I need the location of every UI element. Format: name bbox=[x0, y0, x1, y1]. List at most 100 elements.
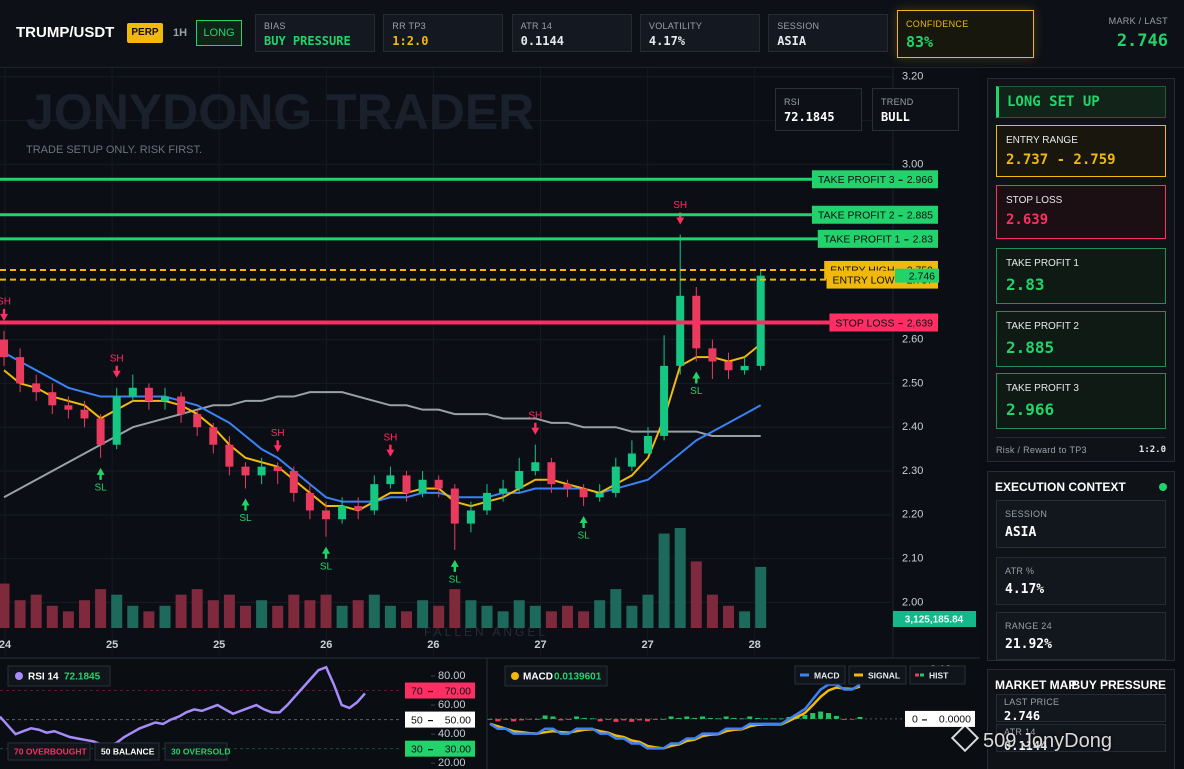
swing-high-label: SH bbox=[271, 428, 285, 439]
rsi-dot bbox=[15, 672, 23, 680]
volume-bar bbox=[304, 600, 316, 628]
swing-low-arrow bbox=[692, 371, 701, 384]
macd-hist-bar bbox=[542, 715, 548, 719]
volume-bar bbox=[256, 600, 268, 628]
macd-hist-bar bbox=[692, 717, 698, 719]
volume-bar bbox=[0, 583, 10, 628]
y-tick-label: 2.30 bbox=[902, 465, 923, 477]
macd-legend-box bbox=[794, 665, 846, 685]
stat-value: BUY PRESSURE bbox=[264, 34, 351, 48]
candle-body bbox=[676, 295, 685, 366]
volume-bar bbox=[674, 528, 686, 628]
swing-high-arrow bbox=[531, 422, 540, 435]
candle-body bbox=[402, 475, 411, 493]
card-value: 2.83 bbox=[1006, 275, 1045, 294]
rsi-level-tag bbox=[405, 682, 475, 699]
level-label: TAKE PROFIT 2 bbox=[818, 210, 895, 222]
watermark-text: 509 JonyDong bbox=[983, 730, 1112, 752]
mark-value: 2.746 bbox=[1116, 31, 1168, 51]
candle-body bbox=[112, 396, 121, 445]
rsi-legend-label: 50 BALANCE bbox=[101, 746, 155, 756]
candle-body bbox=[579, 488, 588, 498]
candle-body bbox=[209, 427, 218, 445]
macd-hist-bar bbox=[597, 718, 603, 722]
candle-body bbox=[515, 471, 524, 489]
market-map-title: MARKET MAP bbox=[995, 678, 1077, 692]
candle-body bbox=[418, 479, 427, 493]
rsi-level-label: 50.00 bbox=[445, 714, 471, 726]
macd-hist-bar bbox=[668, 716, 674, 719]
volume-bar bbox=[401, 611, 412, 628]
market-card: LAST PRICE 2.746 bbox=[996, 694, 1166, 723]
context-label: ATR % bbox=[1005, 566, 1035, 576]
macd-hist-bar bbox=[550, 716, 556, 719]
stat-value: 0.1144 bbox=[520, 34, 564, 48]
macd-hist-bar bbox=[637, 718, 643, 721]
subtitle: TRADE SETUP ONLY. RISK FIRST. bbox=[26, 144, 202, 156]
macd-label: MACD bbox=[523, 672, 553, 683]
x-tick-label: 24 bbox=[0, 639, 12, 651]
rsi-level-tag bbox=[405, 711, 475, 728]
volume-bar bbox=[529, 605, 541, 628]
volume-bar bbox=[384, 605, 396, 628]
stat-box: SESSION ASIA bbox=[768, 14, 889, 52]
level-value: 2.966 bbox=[907, 174, 933, 186]
market-value: 0.1144 bbox=[1004, 739, 1048, 753]
volume-bar bbox=[433, 605, 445, 628]
swing-high-arrow bbox=[112, 365, 121, 378]
setup-title: LONG SET UP bbox=[1007, 94, 1100, 110]
stat-box: VOLATILITY 4.17% bbox=[639, 14, 760, 52]
volume-bar bbox=[642, 594, 654, 628]
volume-bar bbox=[175, 594, 187, 628]
volume-bar bbox=[62, 611, 74, 628]
context-value: 4.17% bbox=[1005, 582, 1045, 597]
macd-hist-bar bbox=[857, 716, 863, 719]
y-tick-label: 2.50 bbox=[902, 377, 923, 389]
swing-low-arrow bbox=[322, 546, 330, 559]
rsi-value: 72.1845 bbox=[64, 672, 101, 683]
candle-body bbox=[96, 418, 105, 445]
volume-bar bbox=[755, 566, 767, 628]
volume-bar bbox=[739, 611, 751, 628]
card-value: 2.885 bbox=[1006, 338, 1055, 357]
candle-body bbox=[322, 510, 330, 520]
macd-dot bbox=[511, 672, 519, 680]
level-tag bbox=[829, 313, 938, 332]
volume-bar bbox=[578, 611, 590, 628]
indicator-badge: TREND BULL bbox=[872, 88, 959, 131]
volume-bar bbox=[723, 605, 734, 628]
macd-legend-label: SIGNAL bbox=[868, 670, 900, 680]
candle-body bbox=[225, 444, 234, 467]
rsi-level-value: 30 bbox=[411, 743, 423, 755]
macd-hist-bar bbox=[495, 718, 501, 722]
candle-body bbox=[305, 492, 314, 511]
volume-bar bbox=[417, 600, 429, 628]
context-value: 21.92% bbox=[1005, 637, 1052, 652]
x-tick-label: 25 bbox=[106, 639, 118, 651]
volume-bar bbox=[288, 594, 300, 628]
macd-hist-bar bbox=[826, 713, 832, 719]
stat-label: RR TP3 bbox=[392, 21, 426, 31]
y-tick-label: 2.40 bbox=[902, 421, 923, 433]
swing-low-label: SL bbox=[94, 483, 107, 494]
y-tick-label: 2.00 bbox=[902, 596, 923, 608]
macd-line bbox=[489, 685, 861, 750]
footer-mark: FALLEN ANGEL bbox=[424, 625, 548, 639]
y-tick-label: 3.20 bbox=[902, 71, 923, 83]
volume-bar bbox=[272, 605, 284, 628]
rsi-level-value: 50 bbox=[411, 714, 423, 726]
market-label: LAST PRICE bbox=[1004, 697, 1060, 707]
rsi-legend-label: 30 OVERSOLD bbox=[171, 746, 231, 756]
volume-bar bbox=[562, 605, 573, 628]
macd-hist-bar bbox=[700, 716, 706, 719]
direction-badge: LONG bbox=[196, 20, 242, 46]
candle-body bbox=[0, 339, 8, 358]
x-tick-label: 27 bbox=[534, 639, 546, 651]
rsi-level-label: 30.00 bbox=[445, 743, 471, 755]
candle-body bbox=[466, 510, 475, 524]
candle-body bbox=[338, 506, 347, 520]
market-card: ATR 14 0.1144 bbox=[996, 724, 1166, 753]
last-price: 2.746 bbox=[909, 270, 935, 282]
